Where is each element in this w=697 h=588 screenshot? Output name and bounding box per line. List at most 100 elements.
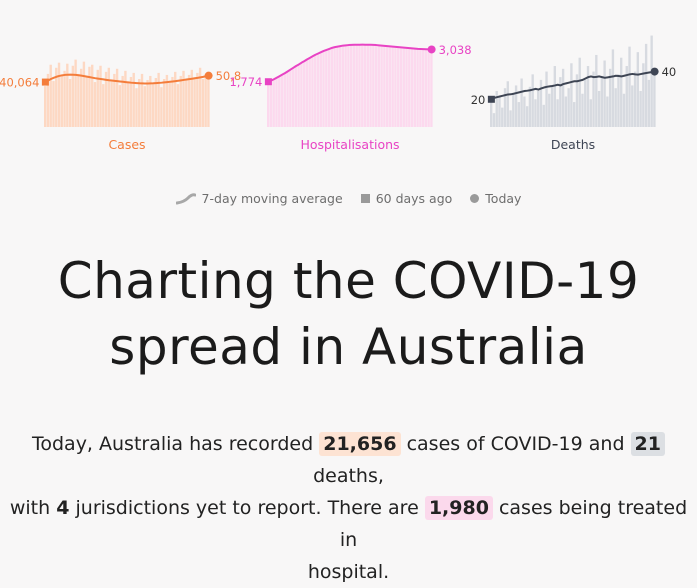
cases-bar — [187, 74, 191, 127]
deaths-bar — [490, 99, 493, 127]
deaths-count-badge: 21 — [630, 432, 665, 456]
hospitalisations-bar — [347, 45, 350, 128]
summary-text-1: Today, Australia has recorded — [31, 433, 314, 455]
deaths-bar — [517, 102, 521, 127]
deaths-bar — [595, 54, 598, 127]
cases-bar — [57, 62, 61, 127]
deaths-bar — [633, 71, 637, 127]
deaths-bar — [492, 113, 496, 127]
hospitalisations-bar — [297, 64, 300, 127]
deaths-bar — [578, 57, 581, 127]
hospitalisations-bar — [291, 67, 295, 127]
cases-bar — [49, 64, 52, 127]
deaths-bar — [523, 96, 526, 127]
hospitalisations-bar — [286, 71, 289, 127]
cases-bar — [82, 61, 86, 127]
deaths-bar — [592, 71, 595, 127]
cases-bar — [176, 84, 180, 127]
summary-text: Today, Australia has recorded 21,656 cas… — [0, 428, 697, 588]
hospitalisations-bar — [419, 49, 422, 127]
hospitalisations-bar — [300, 62, 303, 127]
cases-bar — [154, 77, 158, 127]
hospitalisations-bar — [289, 69, 292, 127]
cases-bar — [129, 76, 133, 127]
hospitalisations-bar — [319, 52, 322, 127]
charts-panel: 40,064 50,8 Cases 1,774 3,038 Hospitalisation… — [0, 35, 676, 152]
hospitalisations-bar — [302, 61, 306, 127]
hospitalisations-bar — [269, 80, 273, 127]
deaths-bar — [525, 106, 529, 127]
cases-bar — [102, 84, 105, 127]
cases-bar — [99, 65, 102, 127]
hospitalisations-bar — [314, 54, 317, 128]
hospitalisations-bar — [267, 81, 270, 127]
deaths-bar — [614, 88, 617, 127]
hospitalisations-bar — [374, 45, 378, 128]
cases-bar — [74, 59, 77, 127]
cases-bar — [140, 73, 144, 127]
hospitalisations-bar — [372, 44, 375, 127]
legend-60-days-ago-label: 60 days ago — [375, 191, 453, 206]
hospitalisations-bar — [350, 44, 353, 127]
hospitalisations-bar — [427, 49, 430, 127]
hospitalisations-start-marker — [264, 78, 272, 86]
hospitalisations-bar — [421, 49, 425, 127]
cases-bar — [113, 73, 116, 127]
hospitalisations-bar — [424, 49, 428, 127]
hospital-count-badge: 1,980 — [424, 496, 493, 520]
deaths-bar — [620, 57, 623, 127]
hospitalisations-bar — [283, 73, 286, 127]
cases-bar — [204, 73, 207, 127]
deaths-bar — [561, 68, 565, 127]
cases-bar — [143, 86, 146, 127]
cases-chart-title: Cases — [108, 137, 145, 152]
cases-bar — [124, 70, 127, 127]
hospitalisations-bar — [333, 47, 336, 127]
cases-bar — [196, 72, 199, 127]
hospitalisations-bar — [358, 44, 361, 128]
cases-bar — [52, 81, 55, 127]
summary-text-7: hospital. — [307, 561, 390, 583]
summary-text-2: cases of COVID-19 and — [406, 433, 625, 455]
hospitalisations-bar — [405, 47, 408, 128]
hospitalisations-bar — [363, 44, 367, 128]
deaths-bar — [644, 43, 648, 127]
deaths-bar — [503, 88, 507, 127]
hospitalisations-bar — [430, 49, 433, 128]
legend-today: Today — [470, 191, 521, 206]
cases-start-marker — [41, 78, 49, 86]
cases-bar — [157, 72, 160, 127]
hospitalisations-bar — [344, 45, 347, 127]
deaths-bar — [553, 66, 556, 127]
deaths-bar — [567, 88, 570, 127]
cases-bar — [179, 75, 182, 127]
deaths-bar — [506, 81, 509, 127]
cases-bar — [55, 67, 58, 127]
cases-bar — [135, 88, 138, 127]
cases-bar — [104, 71, 108, 127]
cases-bar — [71, 65, 75, 127]
deaths-bar — [586, 66, 590, 127]
deaths-bar — [597, 90, 601, 127]
hospitalisations-bar — [394, 46, 397, 127]
hospitalisations-bar — [410, 48, 414, 127]
cases-bar — [121, 75, 124, 127]
cases-bar — [132, 72, 135, 127]
deaths-bar — [556, 99, 559, 127]
deaths-bar — [495, 90, 498, 127]
deaths-bar — [600, 77, 604, 127]
cases-bar — [44, 86, 47, 127]
legend-moving-average-label: 7-day moving average — [201, 191, 343, 206]
legend-today-label: Today — [485, 191, 522, 206]
deaths-bar — [512, 93, 515, 127]
legend-60-days-ago: 60 days ago — [360, 191, 453, 206]
deaths-bar — [628, 46, 631, 127]
deaths-bar — [617, 74, 620, 127]
hospitalisations-bar — [380, 45, 383, 127]
cases-end-marker — [204, 71, 213, 80]
deaths-bar — [564, 96, 568, 127]
hospitalisations-bar — [408, 48, 411, 128]
cases-bar — [185, 80, 188, 127]
cases-bar — [127, 82, 130, 127]
hospitalisations-bar — [278, 76, 281, 127]
